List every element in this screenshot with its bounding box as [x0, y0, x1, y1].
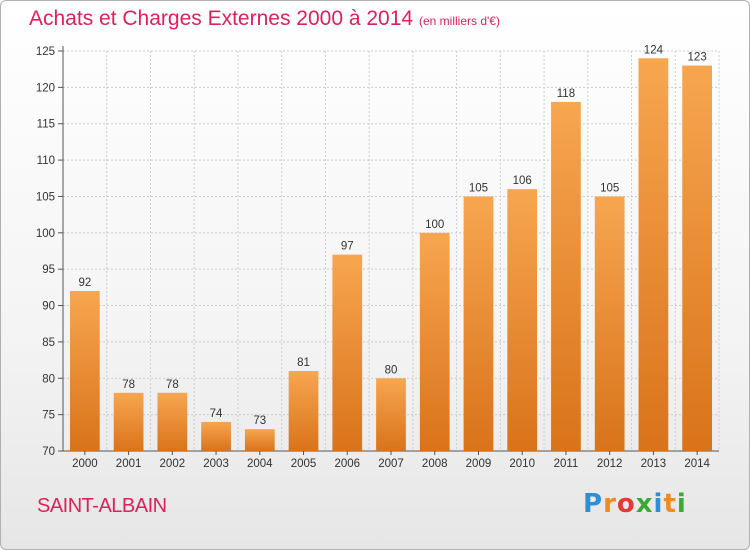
x-tick-label: 2006: [334, 458, 360, 470]
logo-letter: i: [653, 489, 664, 519]
logo-letter: x: [635, 489, 654, 519]
bar-2010: [507, 189, 538, 451]
y-tick-label: 105: [36, 191, 55, 203]
y-tick-label: 85: [42, 337, 55, 349]
x-tick-label: 2000: [72, 458, 98, 470]
y-tick-label: 115: [37, 119, 55, 131]
axes: 70 75 80 85 90 95 100 105 110 115 120 125 2000 2001 20…: [36, 46, 719, 470]
x-tick-label: 2004: [247, 458, 273, 470]
place-name: SAINT-ALBAIN: [37, 495, 167, 517]
data-label: 80: [385, 364, 398, 376]
y-tick-label: 90: [42, 301, 55, 313]
chart-subtitle: (en milliers d'€): [419, 14, 500, 28]
data-label: 105: [600, 182, 619, 194]
data-label: 78: [166, 379, 179, 391]
data-label: 81: [297, 357, 310, 369]
data-label: 105: [469, 182, 488, 194]
y-tick-label: 125: [36, 46, 55, 58]
chart-title: Achats et Charges Externes 2000 à 2014: [29, 7, 414, 30]
y-tick-label: 100: [36, 228, 55, 240]
x-tick-label: 2002: [160, 458, 186, 470]
data-label: 73: [253, 415, 266, 427]
bar-2011: [551, 101, 581, 451]
x-tick-label: 2001: [116, 458, 142, 470]
bar-2007: [376, 378, 406, 451]
y-tick-label: 80: [42, 373, 55, 385]
x-tick-label: 2007: [378, 458, 404, 470]
logo-letter: i: [676, 489, 687, 519]
bar-2004: [244, 429, 275, 451]
data-label: 118: [557, 88, 575, 100]
y-tick-label: 75: [42, 410, 55, 422]
bar-2000: [69, 291, 100, 451]
x-tick-label: 2003: [203, 458, 229, 470]
data-label: 92: [78, 277, 91, 289]
bar-2009: [463, 196, 494, 451]
x-tick-label: 2012: [597, 458, 623, 470]
data-labels: 92 78 78 74 73 81 97 80 100 105 106 118 105 124 123: [78, 44, 706, 427]
data-label: 123: [688, 52, 707, 64]
y-tick-label: 120: [36, 82, 55, 94]
proxiti-logo: Proxiti: [583, 489, 687, 519]
y-tick-label: 110: [37, 155, 55, 167]
bars: [69, 58, 713, 451]
bar-2012: [594, 196, 625, 451]
data-label: 74: [210, 408, 223, 420]
bar-2008: [419, 232, 450, 451]
data-label: 106: [513, 175, 532, 187]
x-tick-label: 2013: [641, 458, 667, 470]
logo-letter: o: [616, 489, 636, 519]
x-tick-label: 2014: [684, 458, 710, 470]
data-label: 97: [341, 241, 354, 253]
bar-2001: [113, 392, 144, 451]
bar-2003: [201, 421, 231, 451]
x-tick-label: 2008: [422, 458, 448, 470]
x-tick-label: 2011: [554, 458, 579, 470]
x-tick-label: 2010: [509, 458, 535, 470]
bar-2013: [638, 58, 669, 451]
y-tick-label: 70: [42, 446, 55, 458]
bar-2002: [157, 392, 188, 451]
logo-letter: t: [663, 489, 677, 519]
y-tick-label: 95: [42, 264, 55, 276]
x-tick-label: 2005: [291, 458, 317, 470]
bar-2014: [682, 65, 713, 451]
bar-2005: [288, 371, 319, 451]
logo-letter: r: [603, 489, 617, 519]
data-label: 78: [122, 379, 135, 391]
x-tick-label: 2009: [466, 458, 492, 470]
data-label: 100: [425, 219, 444, 231]
logo-letter: P: [583, 489, 604, 519]
data-label: 124: [644, 44, 664, 56]
bar-2006: [332, 254, 363, 451]
